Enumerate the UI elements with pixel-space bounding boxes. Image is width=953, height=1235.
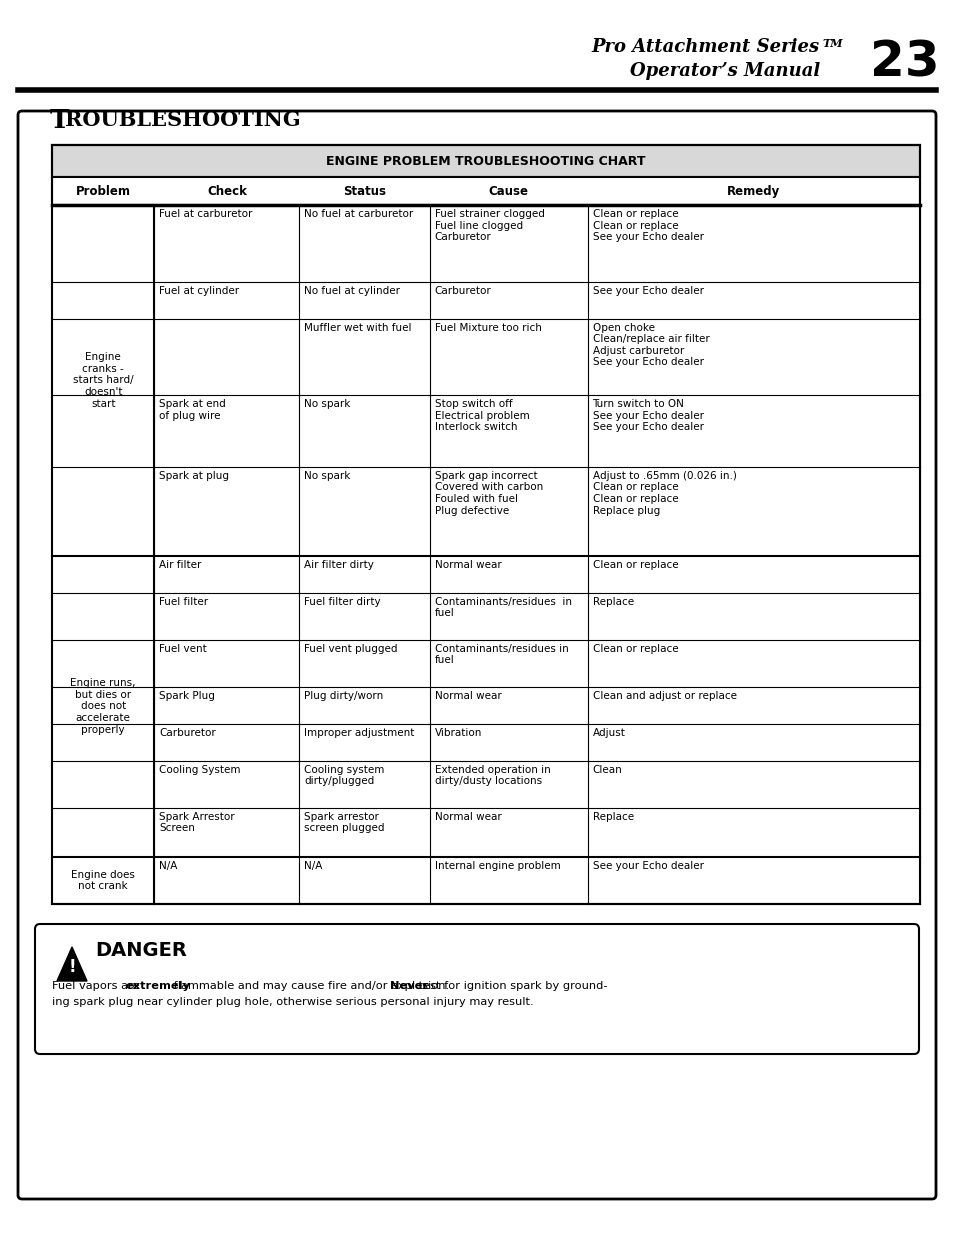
FancyBboxPatch shape [35, 924, 918, 1053]
Text: Fuel at cylinder: Fuel at cylinder [159, 285, 239, 295]
Text: Spark Arrestor
Screen: Spark Arrestor Screen [159, 811, 234, 834]
Text: Clean: Clean [592, 764, 621, 774]
Text: Remedy: Remedy [726, 184, 780, 198]
Bar [52, 556, 919, 593]
Text: See your Echo dealer: See your Echo dealer [592, 285, 702, 295]
Bar [52, 319, 919, 395]
Bar [52, 724, 919, 761]
Text: Engine does
not crank: Engine does not crank [71, 869, 135, 892]
Text: DANGER: DANGER [95, 941, 187, 960]
Text: Normal wear: Normal wear [435, 559, 501, 569]
Text: Fuel Mixture too rich: Fuel Mixture too rich [435, 322, 541, 332]
Text: ROUBLESHOOTING: ROUBLESHOOTING [65, 110, 300, 130]
Text: Spark arrestor
screen plugged: Spark arrestor screen plugged [304, 811, 384, 834]
Bar [52, 467, 919, 556]
Text: Cause: Cause [488, 184, 528, 198]
Text: Never: Never [390, 981, 428, 990]
Text: Clean or replace
Clean or replace
See your Echo dealer: Clean or replace Clean or replace See yo… [592, 209, 702, 242]
Bar [52, 282, 919, 319]
Text: Carburetor: Carburetor [435, 285, 491, 295]
Text: Open choke
Clean/replace air filter
Adjust carburetor
See your Echo dealer: Open choke Clean/replace air filter Adju… [592, 322, 709, 368]
Text: Engine runs,
but dies or
does not
accelerate
properly: Engine runs, but dies or does not accele… [71, 678, 136, 735]
Text: No spark: No spark [304, 399, 351, 409]
Text: Normal wear: Normal wear [435, 690, 501, 700]
Text: !: ! [68, 957, 75, 976]
Text: Vibration: Vibration [435, 727, 481, 737]
Text: Air filter dirty: Air filter dirty [304, 559, 374, 569]
Bar [52, 640, 919, 687]
Text: Fuel filter dirty: Fuel filter dirty [304, 597, 380, 606]
FancyBboxPatch shape [18, 111, 935, 1199]
Text: Muffler wet with fuel: Muffler wet with fuel [304, 322, 412, 332]
Bar [52, 857, 919, 904]
Text: Fuel at carburetor: Fuel at carburetor [159, 209, 253, 219]
Text: Cooling System: Cooling System [159, 764, 241, 774]
Text: extremely: extremely [126, 981, 191, 990]
Text: Spark gap incorrect
Covered with carbon
Fouled with fuel
Plug defective: Spark gap incorrect Covered with carbon … [435, 471, 542, 516]
Text: No spark: No spark [304, 471, 351, 480]
Text: Status: Status [343, 184, 386, 198]
Text: test for ignition spark by ground-: test for ignition spark by ground- [415, 981, 607, 990]
Text: Adjust to .65mm (0.026 in.)
Clean or replace
Clean or replace
Replace plug: Adjust to .65mm (0.026 in.) Clean or rep… [592, 471, 736, 516]
Bar [52, 808, 919, 857]
Bar [52, 761, 919, 808]
Text: flammable and may cause fire and/or explosion.: flammable and may cause fire and/or expl… [170, 981, 452, 990]
Text: Cooling system
dirty/plugged: Cooling system dirty/plugged [304, 764, 384, 787]
Text: Pro Attachment Series: Pro Attachment Series [591, 38, 820, 56]
Text: Fuel vent plugged: Fuel vent plugged [304, 643, 397, 653]
Text: Fuel strainer clogged
Fuel line clogged
Carburetor: Fuel strainer clogged Fuel line clogged … [435, 209, 544, 242]
Text: Internal engine problem: Internal engine problem [435, 861, 559, 871]
Text: Clean and adjust or replace: Clean and adjust or replace [592, 690, 736, 700]
Text: Improper adjustment: Improper adjustment [304, 727, 415, 737]
Text: TM: TM [821, 38, 841, 49]
Text: Replace: Replace [592, 597, 633, 606]
Bar [52, 144, 919, 904]
Text: Contaminants/residues  in
fuel: Contaminants/residues in fuel [435, 597, 571, 619]
Text: Stop switch off
Electrical problem
Interlock switch: Stop switch off Electrical problem Inter… [435, 399, 529, 432]
Text: Fuel vent: Fuel vent [159, 643, 207, 653]
Bar [52, 593, 919, 640]
Text: Air filter: Air filter [159, 559, 202, 569]
Text: Operator’s Manual: Operator’s Manual [629, 62, 820, 80]
Text: Fuel filter: Fuel filter [159, 597, 209, 606]
Text: Engine
cranks -
starts hard/
doesn't
start: Engine cranks - starts hard/ doesn't sta… [72, 352, 133, 409]
Text: Contaminants/residues in
fuel: Contaminants/residues in fuel [435, 643, 568, 666]
Text: Check: Check [207, 184, 247, 198]
Text: T: T [50, 107, 70, 133]
Text: Replace: Replace [592, 811, 633, 821]
Bar [52, 395, 919, 467]
Text: Plug dirty/worn: Plug dirty/worn [304, 690, 383, 700]
Text: Carburetor: Carburetor [159, 727, 216, 737]
Text: No fuel at carburetor: No fuel at carburetor [304, 209, 414, 219]
Text: N/A: N/A [304, 861, 322, 871]
Text: Spark Plug: Spark Plug [159, 690, 215, 700]
Text: N/A: N/A [159, 861, 177, 871]
Bar [52, 205, 919, 282]
Polygon shape [57, 947, 87, 981]
Text: 23: 23 [869, 38, 939, 86]
Text: Clean or replace: Clean or replace [592, 643, 678, 653]
Text: ENGINE PROBLEM TROUBLESHOOTING CHART: ENGINE PROBLEM TROUBLESHOOTING CHART [326, 154, 645, 168]
Text: Extended operation in
dirty/dusty locations: Extended operation in dirty/dusty locati… [435, 764, 550, 787]
Text: No fuel at cylinder: No fuel at cylinder [304, 285, 400, 295]
Text: Normal wear: Normal wear [435, 811, 501, 821]
Text: Spark at plug: Spark at plug [159, 471, 229, 480]
Text: See your Echo dealer: See your Echo dealer [592, 861, 702, 871]
Text: Problem: Problem [75, 184, 131, 198]
Text: Adjust: Adjust [592, 727, 625, 737]
Text: Turn switch to ON
See your Echo dealer
See your Echo dealer: Turn switch to ON See your Echo dealer S… [592, 399, 702, 432]
Text: Spark at end
of plug wire: Spark at end of plug wire [159, 399, 226, 421]
Text: Fuel vapors are: Fuel vapors are [52, 981, 143, 990]
Text: ing spark plug near cylinder plug hole, otherwise serious personal injury may re: ing spark plug near cylinder plug hole, … [52, 997, 533, 1007]
Bar [52, 177, 919, 205]
Bar [52, 144, 919, 177]
Text: Clean or replace: Clean or replace [592, 559, 678, 569]
Bar [52, 687, 919, 724]
